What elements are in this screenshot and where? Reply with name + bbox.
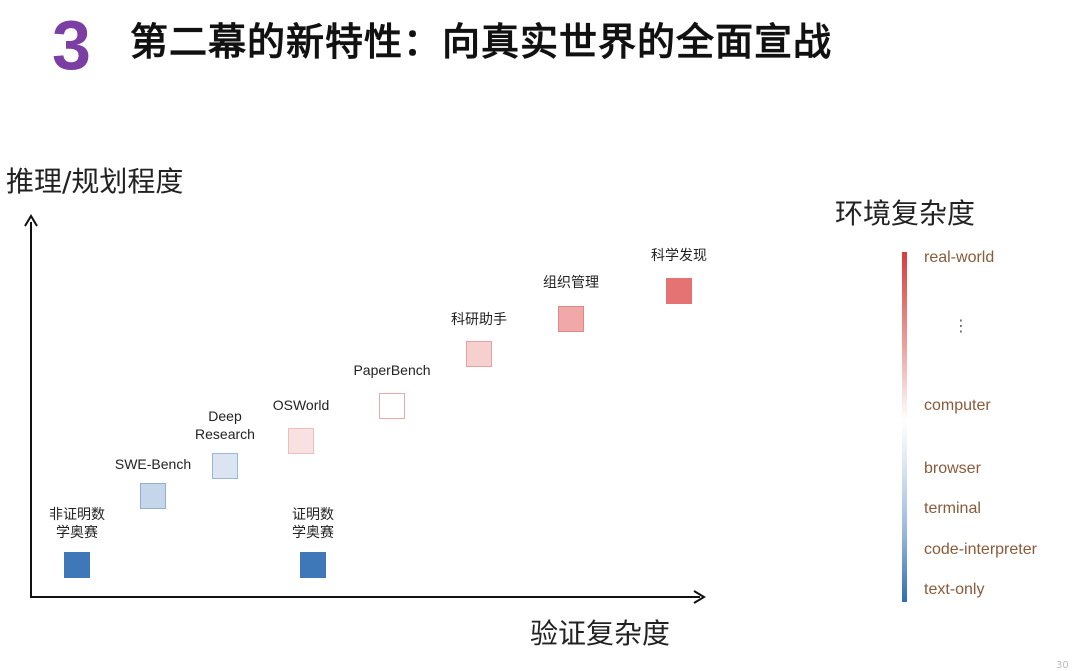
node-label-line: 非证明数 xyxy=(49,506,105,522)
node-label-line: 学奥赛 xyxy=(56,524,98,540)
legend-level-code-interpreter: code-interpreter xyxy=(924,541,1037,558)
node-box xyxy=(300,552,326,578)
legend-level-real-world: real-world xyxy=(924,249,995,266)
legend-level-text-only: text-only xyxy=(924,581,985,598)
node-label: OSWorld xyxy=(273,396,330,414)
node-label-line: Deep xyxy=(208,408,242,424)
node-box xyxy=(212,453,238,479)
node-label: 科研助手 xyxy=(451,310,507,328)
node-label-line: 科学发现 xyxy=(651,247,707,263)
node-label-line: Research xyxy=(195,426,255,442)
node-label: SWE-Bench xyxy=(115,455,191,473)
node-box xyxy=(466,341,492,367)
node-label-line: 学奥赛 xyxy=(292,524,334,540)
node-box xyxy=(140,483,166,509)
node-box xyxy=(558,306,584,332)
x-axis-label: 验证复杂度 xyxy=(530,617,671,650)
page-number: 30 xyxy=(1056,660,1069,671)
legend-color-bar xyxy=(902,252,907,602)
slide-number: 3 xyxy=(52,6,91,84)
node-box xyxy=(288,428,314,454)
node-label: Deep Research xyxy=(195,407,255,443)
node-box xyxy=(379,393,405,419)
node-label-line: PaperBench xyxy=(353,362,431,378)
node-label: PaperBench xyxy=(353,361,430,379)
node-box xyxy=(666,278,692,304)
legend-level-browser: browser xyxy=(924,460,981,477)
y-axis-label: 推理/规划程度 xyxy=(6,165,184,198)
y-axis-line xyxy=(30,222,32,598)
y-axis-arrow-icon xyxy=(24,214,38,227)
x-axis-arrow-icon xyxy=(693,590,706,604)
node-label-line: SWE-Bench xyxy=(114,456,192,472)
legend-title: 环境复杂度 xyxy=(835,197,976,230)
legend-level-terminal: terminal xyxy=(924,500,981,517)
node-label: 证明数 学奥赛 xyxy=(292,505,334,541)
node-label-line: 证明数 xyxy=(292,506,334,522)
legend-level-computer: computer xyxy=(924,397,991,414)
node-label: 组织管理 xyxy=(543,273,599,291)
node-label-line: 科研助手 xyxy=(451,311,507,327)
node-label-line: 组织管理 xyxy=(543,274,599,290)
x-axis-line xyxy=(30,596,700,598)
node-label: 非证明数 学奥赛 xyxy=(49,505,105,541)
node-label-line: OSWorld xyxy=(272,397,330,413)
legend-ellipsis: ⋮ xyxy=(953,316,969,335)
node-label: 科学发现 xyxy=(651,246,707,264)
slide-title: 第二幕的新特性：向真实世界的全面宣战 xyxy=(130,20,833,64)
node-box xyxy=(64,552,90,578)
